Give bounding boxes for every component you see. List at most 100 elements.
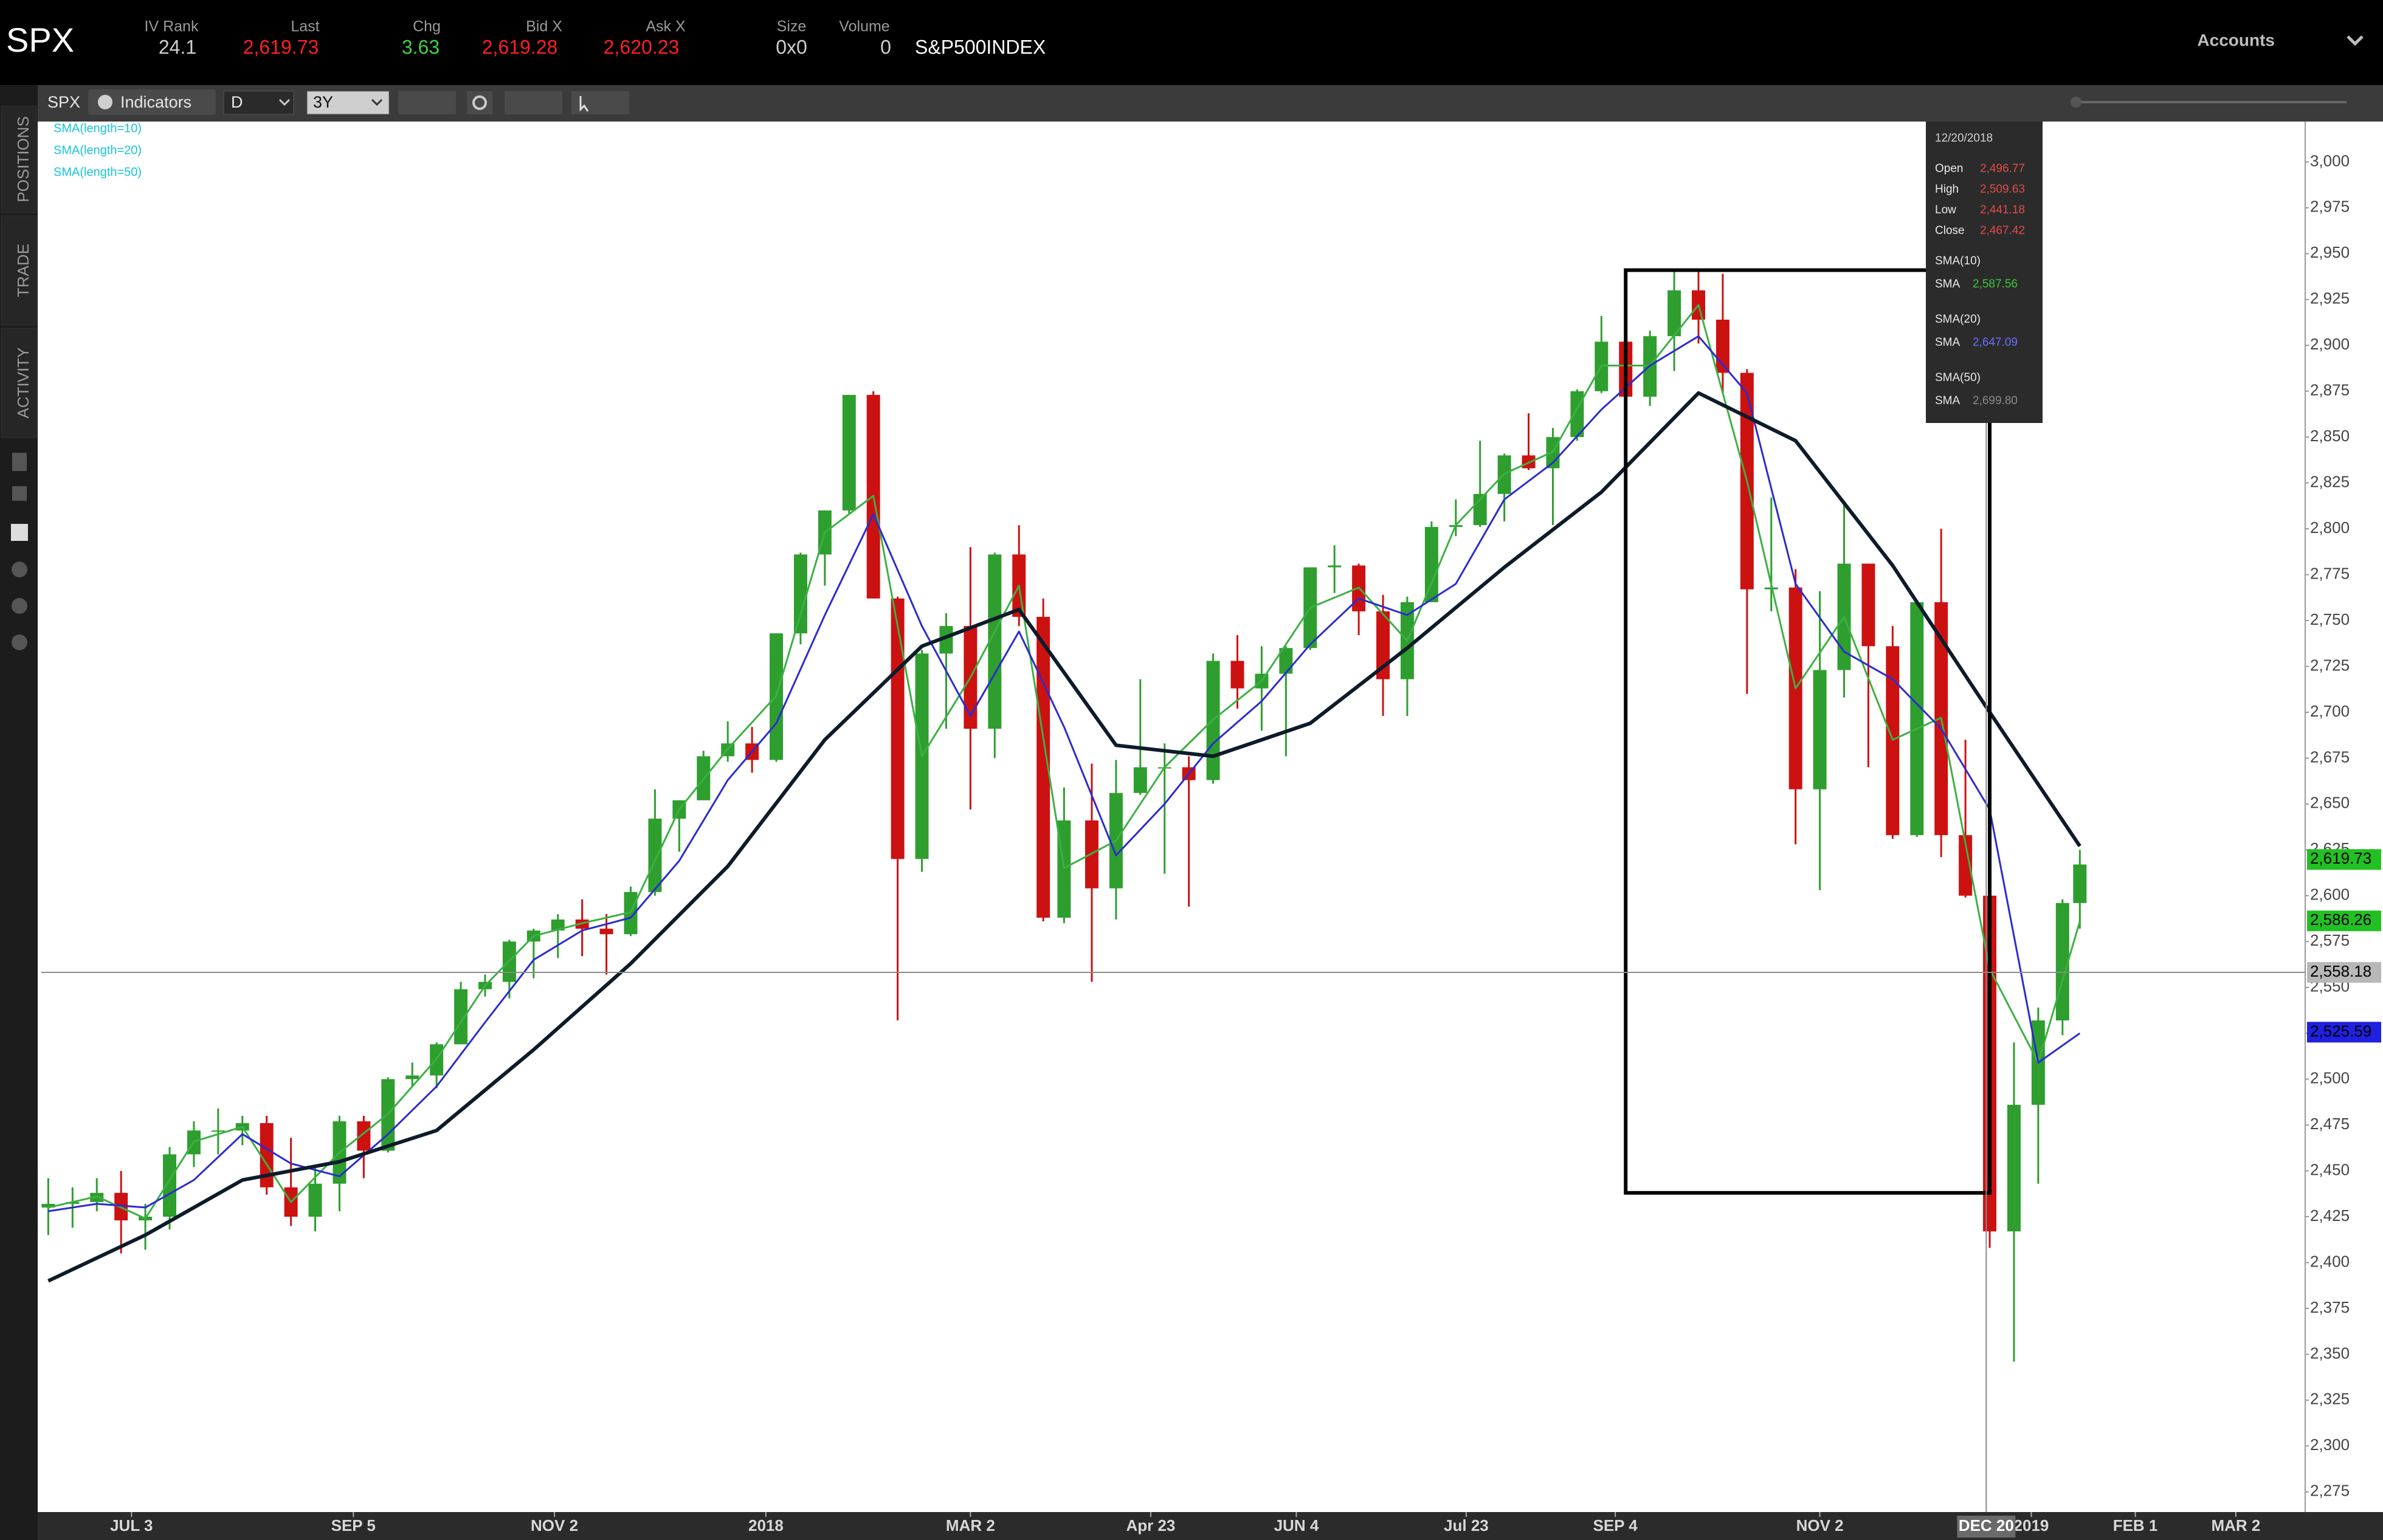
field-label: Last <box>291 18 319 35</box>
legend-entry: SMA(length=10) <box>53 122 142 135</box>
sidebar-tab-label[interactable]: POSITIONS <box>14 116 32 202</box>
chart-style-button[interactable] <box>398 91 456 114</box>
candle-body <box>793 554 807 634</box>
y-tick-label: 2,300 <box>2310 1435 2350 1454</box>
settings-button[interactable] <box>467 91 492 114</box>
tooltip-sma-value: 2,647.09 <box>1973 336 2018 349</box>
crosshair-y-label-bg <box>2307 962 2381 983</box>
sidebar-icon[interactable] <box>11 524 28 541</box>
price-marker <box>2307 910 2381 932</box>
y-tick-label: 2,475 <box>2310 1115 2350 1133</box>
y-tick-label: 2,725 <box>2310 656 2350 674</box>
candle-body <box>454 989 468 1045</box>
candle-body <box>66 1201 80 1204</box>
accounts-chevron[interactable] <box>2347 35 2364 46</box>
annotation-rect <box>1624 268 1992 1195</box>
tooltip-label: High <box>1935 183 1959 196</box>
y-tick-label: 2,975 <box>2310 198 2350 216</box>
y-tick-label: 2,750 <box>2310 610 2350 628</box>
y-tick-label: 2,425 <box>2310 1206 2350 1225</box>
field-value: 0 <box>880 36 891 58</box>
sidebar-tab-label[interactable]: ACTIVITY <box>14 347 32 418</box>
candle-body <box>1813 670 1827 789</box>
sma-line <box>47 391 2081 1283</box>
aggregation-value[interactable]: D <box>231 93 243 111</box>
tooltip-sma-label: SMA <box>1935 336 1961 349</box>
y-tick-label: 2,950 <box>2310 243 2350 261</box>
sidebar-bg <box>0 85 38 1540</box>
field-label: Volume <box>839 18 889 35</box>
x-tick-label: 2019 <box>2014 1516 2049 1535</box>
sidebar-icon[interactable] <box>12 453 27 471</box>
sidebar-tab[interactable] <box>1 215 37 326</box>
sidebar-tab[interactable] <box>1 328 37 438</box>
field-value: 2,620.23 <box>604 36 680 58</box>
y-tick-label: 2,825 <box>2310 473 2350 491</box>
sidebar-tab[interactable] <box>1 106 37 213</box>
candle-body <box>891 598 905 859</box>
field-value: 2,619.28 <box>482 36 558 58</box>
tooltip-value: 2,496.77 <box>1980 162 2025 175</box>
candle-body <box>2073 864 2087 903</box>
tooltip-value: 2,509.63 <box>1980 183 2025 196</box>
legend-entry: SMA(length=20) <box>53 143 142 157</box>
price-marker <box>2307 849 2381 870</box>
candle-body <box>1230 661 1244 689</box>
sidebar-icon[interactable] <box>12 486 27 501</box>
y-tick-label: 2,500 <box>2310 1069 2350 1087</box>
sidebar: POSITIONS TRADE ACTIVITY <box>1 106 37 650</box>
sidebar-icon[interactable] <box>12 562 27 577</box>
symbol: SPX <box>6 21 74 59</box>
price-marker-label: 2,586.26 <box>2310 910 2371 929</box>
candle-body <box>1036 616 1050 918</box>
candle-body <box>988 554 1002 729</box>
y-tick-label: 3,000 <box>2310 151 2350 170</box>
plot-area <box>41 122 2305 1512</box>
candle-body <box>405 1075 419 1079</box>
tooltip-bg <box>1926 122 2043 423</box>
indicators-icon <box>98 95 112 109</box>
indicators-label[interactable]: Indicators <box>120 93 191 111</box>
crosshair-x-label: DEC 20 <box>1959 1516 2014 1535</box>
accounts-button[interactable]: Accounts <box>2197 30 2275 49</box>
tooltip-sma-value: 2,699.80 <box>1973 394 2018 407</box>
y-tick-label: 2,650 <box>2310 794 2350 812</box>
y-tick-label: 2,700 <box>2310 702 2350 720</box>
drawing-button[interactable] <box>505 91 562 114</box>
y-tick-label: 2,775 <box>2310 564 2350 582</box>
field-label: Chg <box>413 18 441 35</box>
tooltip-date: 12/20/2018 <box>1935 132 1993 145</box>
field-label: Size <box>777 18 807 35</box>
y-tick-label: 2,450 <box>2310 1160 2350 1178</box>
sidebar-icon[interactable] <box>12 598 27 614</box>
field-label: IV Rank <box>145 18 199 35</box>
y-tick-label: 2,325 <box>2310 1390 2350 1408</box>
y-tick-label: 2,375 <box>2310 1298 2350 1316</box>
sidebar-icon[interactable] <box>12 634 27 650</box>
candle-body <box>260 1123 274 1188</box>
candle-body <box>1861 563 1875 647</box>
price-marker <box>2307 1022 2381 1043</box>
price-marker-label: 2,525.59 <box>2310 1022 2371 1040</box>
zoom-handle[interactable] <box>2071 97 2081 108</box>
y-tick-label: 2,575 <box>2310 931 2350 949</box>
y-tick-label: 2,600 <box>2310 885 2350 904</box>
candle-body <box>842 394 856 510</box>
sidebar-tab-label[interactable]: TRADE <box>14 244 32 297</box>
toolbar-symbol[interactable]: SPX <box>47 93 80 111</box>
indicators-button[interactable] <box>88 89 216 115</box>
candle-body <box>211 1130 225 1132</box>
x-tick-label: MAR 2 <box>2211 1516 2260 1535</box>
x-tick-label: SEP 5 <box>331 1516 376 1535</box>
candle-body <box>1279 648 1293 674</box>
y-tick-label: 2,275 <box>2310 1482 2350 1500</box>
y-tick-label: 2,875 <box>2310 381 2350 399</box>
plot: 2,275 2,300 2,325 2,350 2,375 2,400 2,425 2,450… <box>41 122 2381 1538</box>
period-value[interactable]: 3Y <box>313 93 333 111</box>
field-value: 3.63 <box>402 36 440 58</box>
x-tick-label: NOV 2 <box>531 1516 578 1535</box>
legend-entry: SMA(length=50) <box>53 165 142 179</box>
x-tick-label: 2018 <box>748 1516 784 1535</box>
x-tick-label: JUN 4 <box>1274 1516 1319 1535</box>
